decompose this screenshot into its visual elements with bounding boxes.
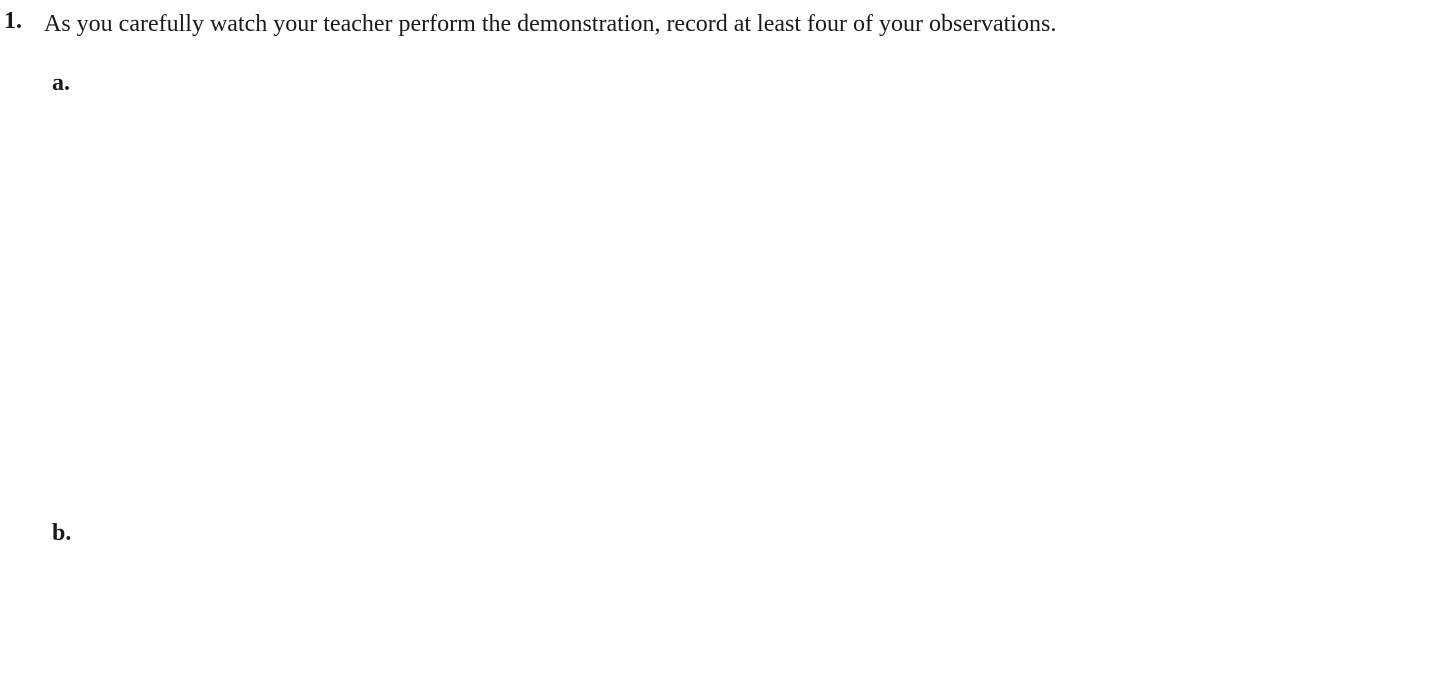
subpart-b-label: b. bbox=[52, 520, 71, 547]
question-number: 1. bbox=[0, 8, 44, 35]
question-text: As you carefully watch your teacher perf… bbox=[44, 8, 1452, 40]
subpart-a-label: a. bbox=[52, 70, 70, 97]
question-row: 1. As you carefully watch your teacher p… bbox=[0, 8, 1452, 40]
